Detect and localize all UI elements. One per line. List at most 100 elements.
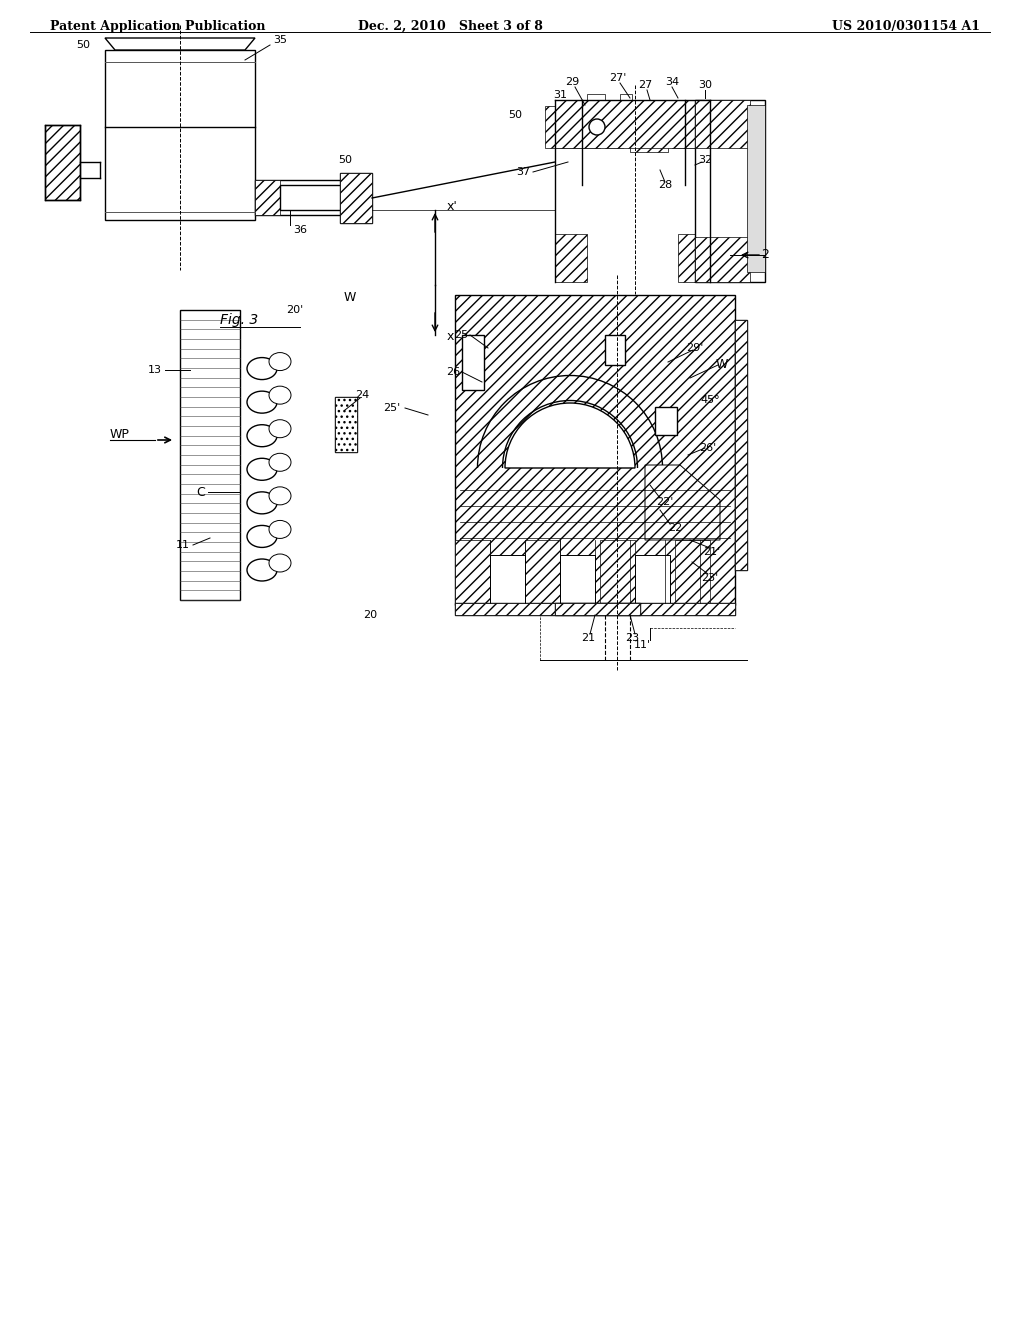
Text: 32: 32: [698, 154, 712, 165]
Polygon shape: [645, 465, 720, 540]
Bar: [695, 100, 750, 148]
Text: 30: 30: [698, 81, 712, 90]
Bar: [335, 397, 357, 451]
Bar: [45, 125, 80, 201]
Text: 29': 29': [686, 343, 703, 352]
Text: Dec. 2, 2010   Sheet 3 of 8: Dec. 2, 2010 Sheet 3 of 8: [357, 20, 543, 33]
Text: 50: 50: [338, 154, 352, 165]
Bar: [525, 540, 560, 605]
Bar: [675, 540, 710, 605]
Text: 26: 26: [445, 367, 460, 378]
Text: 11: 11: [176, 540, 190, 550]
Text: 22: 22: [668, 523, 682, 533]
Bar: [555, 100, 587, 148]
Text: 20: 20: [362, 610, 377, 620]
Text: C: C: [197, 486, 205, 499]
Bar: [746, 106, 765, 272]
Ellipse shape: [247, 358, 278, 380]
Bar: [455, 603, 735, 615]
Text: 28: 28: [657, 180, 672, 190]
Ellipse shape: [269, 420, 291, 438]
Ellipse shape: [269, 352, 291, 371]
Text: 13: 13: [148, 366, 162, 375]
Text: 20': 20': [287, 305, 304, 315]
Ellipse shape: [247, 525, 278, 548]
Text: W: W: [344, 292, 356, 305]
Bar: [635, 554, 670, 605]
Ellipse shape: [269, 487, 291, 504]
Ellipse shape: [247, 391, 278, 413]
Bar: [105, 50, 255, 220]
Text: 23': 23': [701, 573, 719, 583]
Text: WP: WP: [110, 429, 130, 441]
Bar: [455, 603, 735, 615]
Ellipse shape: [247, 458, 278, 480]
Bar: [335, 397, 357, 451]
Wedge shape: [505, 403, 635, 469]
Polygon shape: [605, 335, 625, 366]
Text: 25': 25': [383, 403, 400, 413]
Text: 45°: 45°: [700, 395, 720, 405]
Bar: [735, 319, 746, 570]
Text: 26': 26': [699, 444, 717, 453]
Text: 22': 22': [656, 498, 674, 507]
Bar: [672, 106, 717, 148]
Ellipse shape: [247, 425, 278, 446]
Bar: [255, 180, 280, 215]
Bar: [655, 407, 677, 436]
Ellipse shape: [269, 453, 291, 471]
Text: US 2010/0301154 A1: US 2010/0301154 A1: [833, 20, 980, 33]
Text: 23: 23: [625, 634, 639, 643]
Ellipse shape: [247, 492, 278, 513]
Bar: [695, 238, 750, 282]
Text: x': x': [447, 201, 458, 214]
Text: 37: 37: [516, 168, 530, 177]
Bar: [605, 106, 623, 148]
Bar: [555, 603, 640, 615]
Ellipse shape: [247, 558, 278, 581]
Bar: [340, 173, 372, 223]
Polygon shape: [105, 38, 255, 50]
Text: 11': 11': [634, 640, 650, 649]
Bar: [545, 106, 600, 148]
Bar: [490, 554, 525, 605]
Bar: [582, 100, 685, 148]
Bar: [600, 540, 635, 605]
Text: 27: 27: [638, 81, 652, 90]
Text: 27': 27': [609, 73, 627, 83]
Text: 21': 21': [703, 546, 721, 557]
Ellipse shape: [269, 520, 291, 539]
Bar: [455, 540, 490, 605]
Bar: [555, 603, 640, 615]
Text: Patent Application Publication: Patent Application Publication: [50, 20, 265, 33]
Bar: [630, 104, 668, 152]
Text: W: W: [716, 359, 728, 371]
Text: 2: 2: [761, 248, 769, 261]
Text: 36: 36: [293, 224, 307, 235]
Bar: [180, 310, 240, 601]
Bar: [340, 173, 372, 223]
Text: 50: 50: [76, 40, 90, 50]
Ellipse shape: [269, 554, 291, 572]
Text: 31: 31: [553, 90, 567, 100]
Text: 24: 24: [355, 389, 369, 400]
Bar: [455, 294, 735, 605]
Bar: [678, 234, 710, 282]
Bar: [555, 234, 587, 282]
Bar: [280, 185, 345, 210]
Bar: [678, 100, 710, 148]
Text: 25: 25: [454, 330, 468, 341]
Bar: [620, 94, 632, 100]
Bar: [587, 94, 605, 100]
Text: 34: 34: [665, 77, 679, 87]
Text: 50: 50: [508, 110, 522, 120]
Text: x: x: [447, 330, 455, 343]
Text: 29: 29: [565, 77, 580, 87]
Bar: [560, 554, 595, 605]
Circle shape: [589, 119, 605, 135]
Ellipse shape: [269, 387, 291, 404]
Text: Fig. 3: Fig. 3: [220, 313, 258, 327]
Bar: [695, 100, 765, 282]
Bar: [462, 335, 484, 389]
Text: 35: 35: [273, 36, 287, 45]
